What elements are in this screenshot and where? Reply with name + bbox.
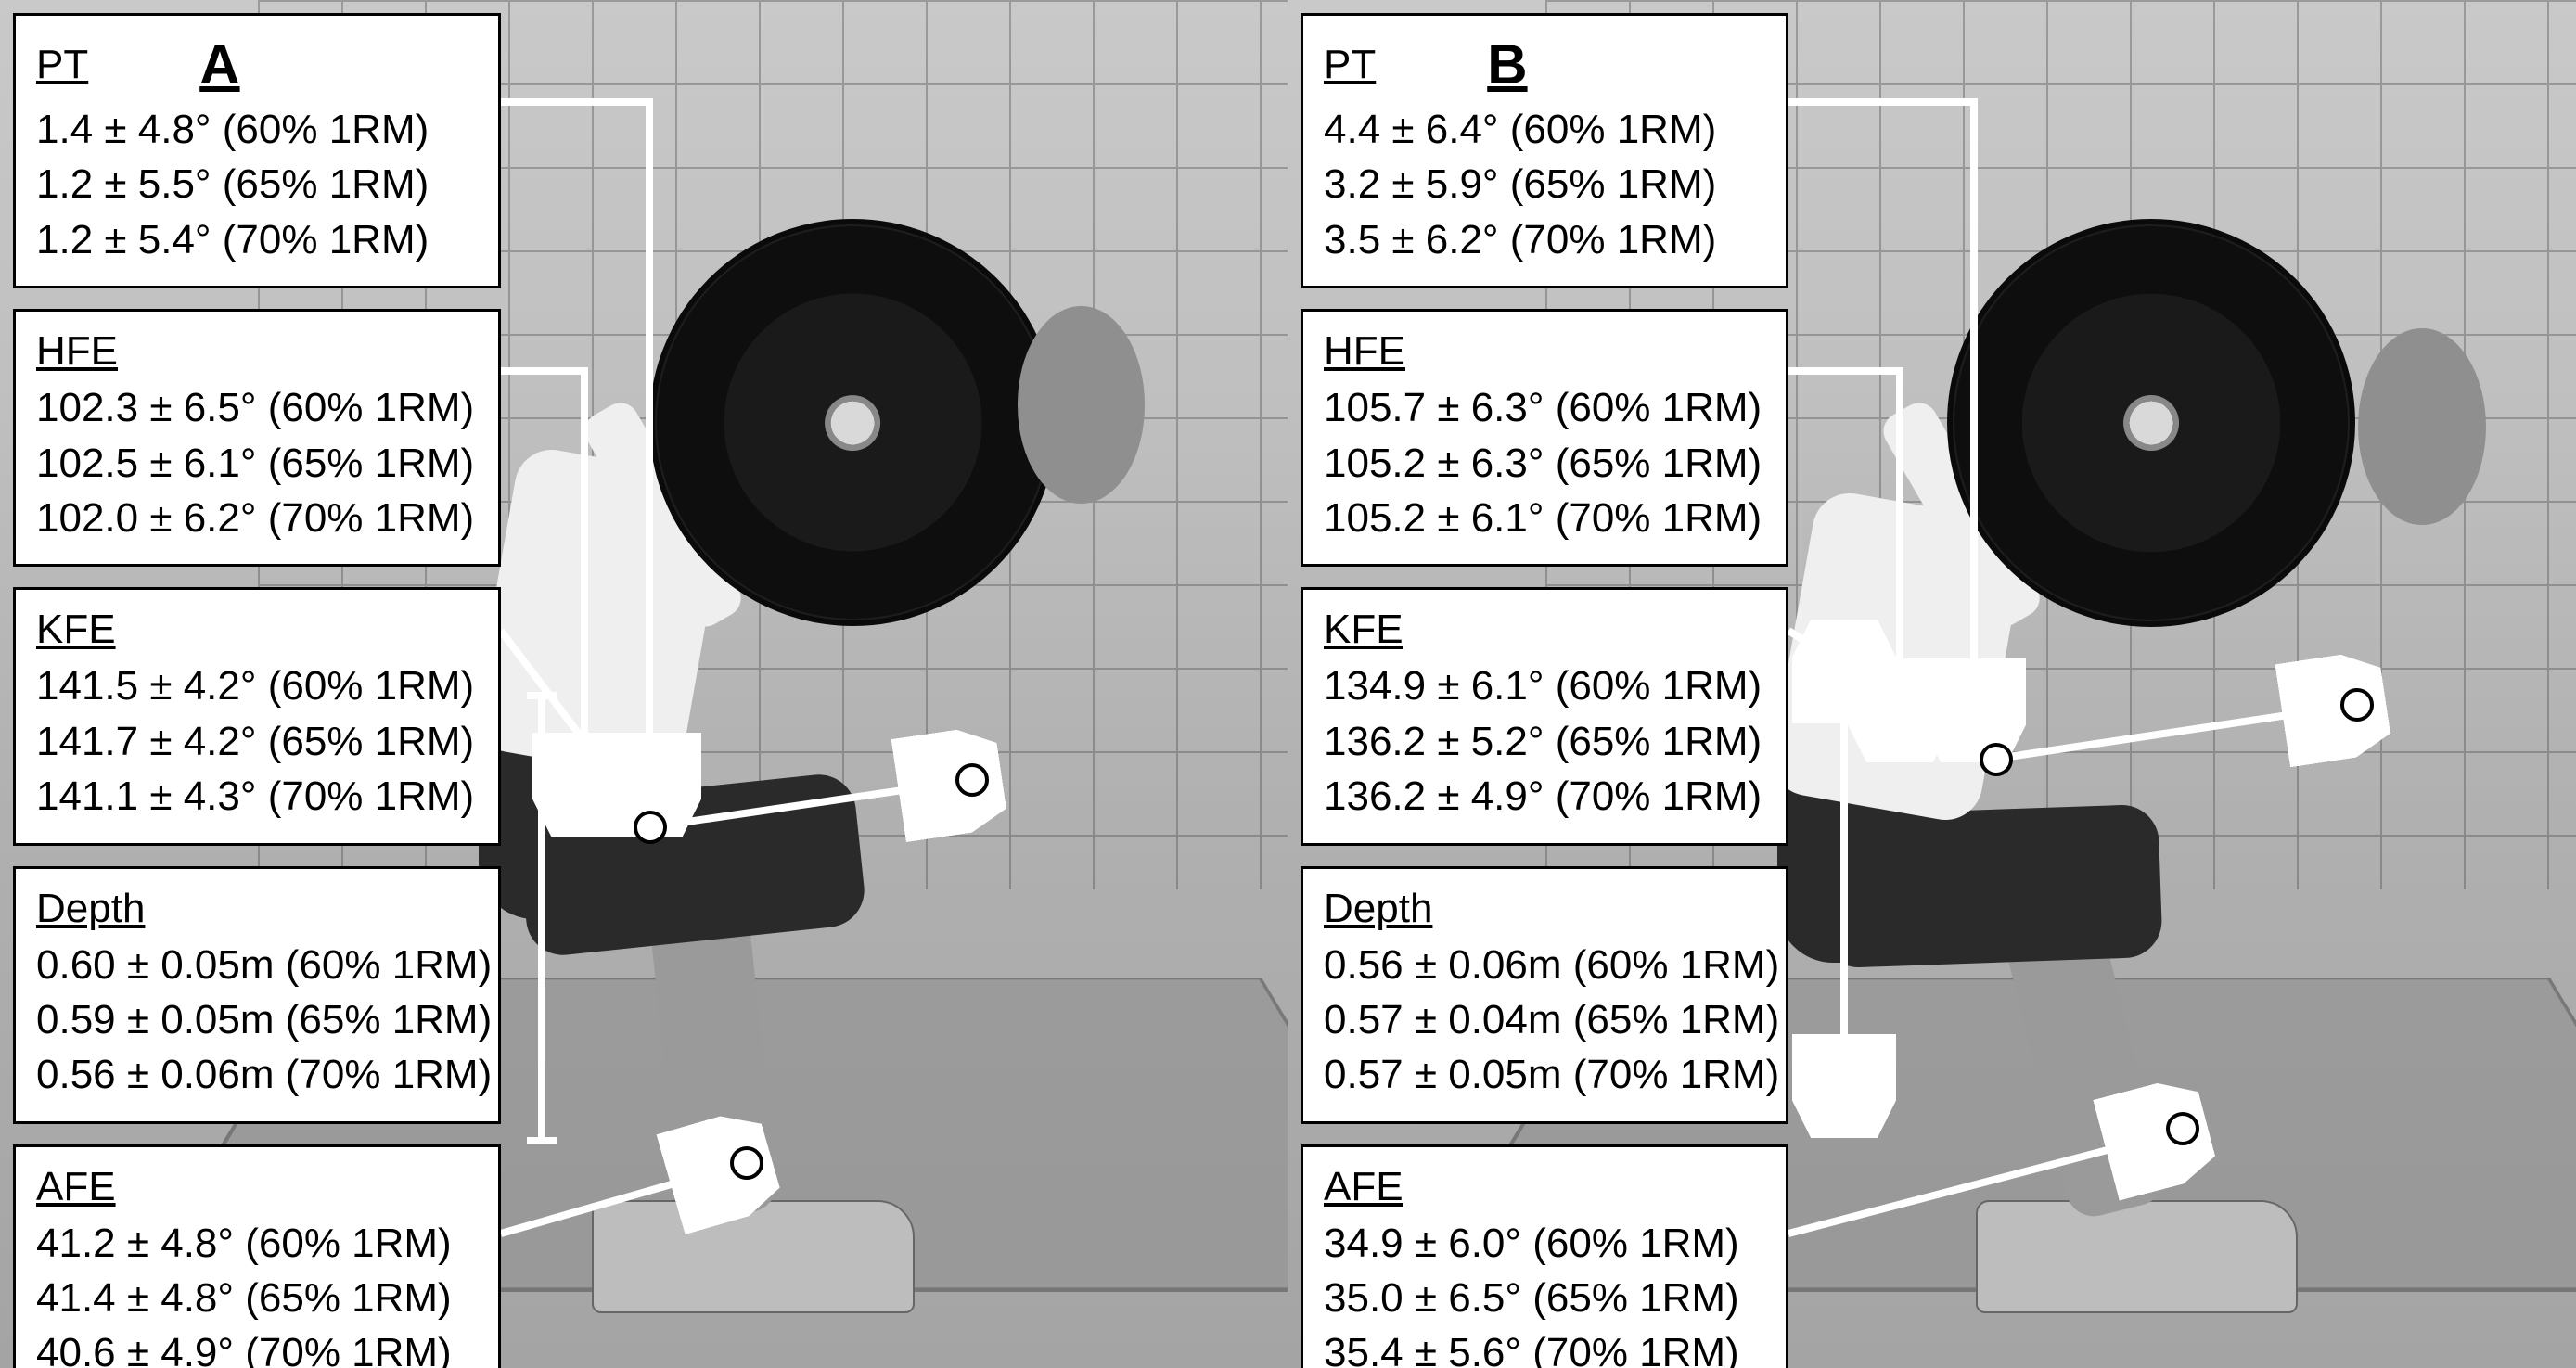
panel-b: PT B 4.4 ± 6.4° (60% 1RM) 3.2 ± 5.9° (65…	[1288, 0, 2576, 1368]
value-line: 0.57 ± 0.05m (70% 1RM)	[1324, 1047, 1765, 1102]
value-line: 0.56 ± 0.06m (60% 1RM)	[1324, 938, 1765, 992]
value-line: 102.0 ± 6.2° (70% 1RM)	[36, 491, 478, 545]
box-afe: AFE 41.2 ± 4.8° (60% 1RM) 41.4 ± 4.8° (6…	[13, 1144, 501, 1368]
box-hfe: HFE 102.3 ± 6.5° (60% 1RM) 102.5 ± 6.1° …	[13, 309, 501, 567]
value-line: 141.5 ± 4.2° (60% 1RM)	[36, 658, 478, 713]
data-boxes: PT B 4.4 ± 6.4° (60% 1RM) 3.2 ± 5.9° (65…	[1301, 13, 1788, 1368]
value-line: 1.4 ± 4.8° (60% 1RM)	[36, 102, 478, 157]
value-line: 34.9 ± 6.0° (60% 1RM)	[1324, 1216, 1765, 1271]
box-depth: Depth 0.60 ± 0.05m (60% 1RM) 0.59 ± 0.05…	[13, 866, 501, 1124]
figure-root: PT A 1.4 ± 4.8° (60% 1RM) 1.2 ± 5.5° (65…	[0, 0, 2576, 1368]
value-line: 0.60 ± 0.05m (60% 1RM)	[36, 938, 478, 992]
value-line: 1.2 ± 5.4° (70% 1RM)	[36, 212, 478, 267]
value-line: 141.7 ± 4.2° (65% 1RM)	[36, 714, 478, 769]
athlete-silhouette	[451, 219, 1159, 1313]
value-line: 102.5 ± 6.1° (65% 1RM)	[36, 436, 478, 491]
box-title: AFE	[1324, 1164, 1403, 1210]
knee-marker	[955, 763, 989, 797]
value-line: 0.57 ± 0.04m (65% 1RM)	[1324, 992, 1765, 1047]
panel-letter: B	[1487, 32, 1527, 96]
box-title: HFE	[1324, 328, 1405, 375]
value-line: 40.6 ± 4.9° (70% 1RM)	[36, 1325, 478, 1368]
box-title: KFE	[1324, 607, 1403, 653]
box-kfe: KFE 134.9 ± 6.1° (60% 1RM) 136.2 ± 5.2° …	[1301, 587, 1788, 845]
value-line: 102.3 ± 6.5° (60% 1RM)	[36, 380, 478, 435]
athlete-silhouette	[1777, 219, 2486, 1313]
value-line: 0.56 ± 0.06m (70% 1RM)	[36, 1047, 478, 1102]
hip-marker	[1980, 743, 2013, 776]
knee-marker	[2340, 688, 2374, 722]
box-title: KFE	[36, 607, 116, 653]
box-title: PT	[1324, 42, 1376, 88]
shoe	[592, 1200, 915, 1313]
box-hfe: HFE 105.7 ± 6.3° (60% 1RM) 105.2 ± 6.3° …	[1301, 309, 1788, 567]
data-boxes: PT A 1.4 ± 4.8° (60% 1RM) 1.2 ± 5.5° (65…	[13, 13, 501, 1368]
box-title: HFE	[36, 328, 118, 375]
box-title: Depth	[1324, 886, 1432, 932]
value-line: 1.2 ± 5.5° (65% 1RM)	[36, 157, 478, 211]
value-line: 4.4 ± 6.4° (60% 1RM)	[1324, 102, 1765, 157]
face-blur-icon	[2358, 328, 2486, 525]
value-line: 141.1 ± 4.3° (70% 1RM)	[36, 769, 478, 824]
value-line: 105.2 ± 6.3° (65% 1RM)	[1324, 436, 1765, 491]
box-depth: Depth 0.56 ± 0.06m (60% 1RM) 0.57 ± 0.04…	[1301, 866, 1788, 1124]
value-line: 3.5 ± 6.2° (70% 1RM)	[1324, 212, 1765, 267]
value-line: 136.2 ± 4.9° (70% 1RM)	[1324, 769, 1765, 824]
box-afe: AFE 34.9 ± 6.0° (60% 1RM) 35.0 ± 6.5° (6…	[1301, 1144, 1788, 1368]
value-line: 105.2 ± 6.1° (70% 1RM)	[1324, 491, 1765, 545]
box-pt: PT B 4.4 ± 6.4° (60% 1RM) 3.2 ± 5.9° (65…	[1301, 13, 1788, 288]
box-title: Depth	[36, 886, 145, 932]
value-line: 41.4 ± 4.8° (65% 1RM)	[36, 1271, 478, 1325]
panel-a: PT A 1.4 ± 4.8° (60% 1RM) 1.2 ± 5.5° (65…	[0, 0, 1288, 1368]
box-title: PT	[36, 42, 88, 88]
shoe	[1976, 1200, 2299, 1313]
barbell-plate	[1947, 219, 2355, 627]
barbell-plate	[649, 219, 1057, 626]
value-line: 136.2 ± 5.2° (65% 1RM)	[1324, 714, 1765, 769]
value-line: 41.2 ± 4.8° (60% 1RM)	[36, 1216, 478, 1271]
value-line: 35.0 ± 6.5° (65% 1RM)	[1324, 1271, 1765, 1325]
value-line: 35.4 ± 5.6° (70% 1RM)	[1324, 1325, 1765, 1368]
face-blur-icon	[1018, 306, 1145, 503]
ankle-marker	[730, 1146, 763, 1180]
panel-letter: A	[199, 32, 239, 96]
ankle-marker	[2166, 1112, 2199, 1145]
value-line: 134.9 ± 6.1° (60% 1RM)	[1324, 658, 1765, 713]
box-kfe: KFE 141.5 ± 4.2° (60% 1RM) 141.7 ± 4.2° …	[13, 587, 501, 845]
value-line: 3.2 ± 5.9° (65% 1RM)	[1324, 157, 1765, 211]
hip-marker	[634, 811, 667, 844]
value-line: 105.7 ± 6.3° (60% 1RM)	[1324, 380, 1765, 435]
box-title: AFE	[36, 1164, 116, 1210]
value-line: 0.59 ± 0.05m (65% 1RM)	[36, 992, 478, 1047]
box-pt: PT A 1.4 ± 4.8° (60% 1RM) 1.2 ± 5.5° (65…	[13, 13, 501, 288]
